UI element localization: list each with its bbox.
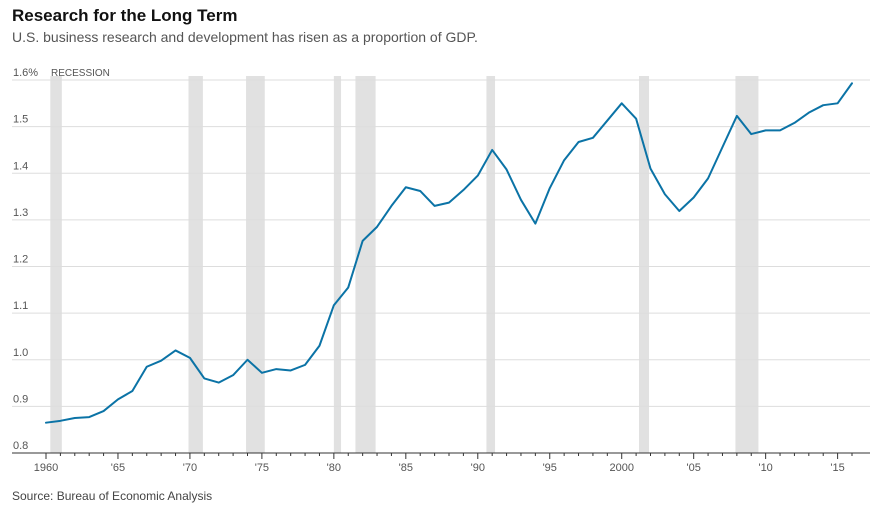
series-layer xyxy=(45,82,853,424)
recession-band-2 xyxy=(246,76,265,453)
series-line-0 xyxy=(45,82,853,424)
y-tick-label-1: 0.9 xyxy=(13,393,28,405)
gridlines xyxy=(12,79,870,407)
x-tick-label-7: '95 xyxy=(543,462,557,474)
recession-band-0 xyxy=(50,76,62,453)
x-tick-label-3: '75 xyxy=(255,462,269,474)
x-tick-label-9: '05 xyxy=(687,462,701,474)
x-tick-label-5: '85 xyxy=(399,462,413,474)
recession-bands xyxy=(50,76,759,453)
recession-band-5 xyxy=(486,76,496,453)
x-tick-label-8: 2000 xyxy=(609,462,633,474)
x-tick-label-10: '10 xyxy=(758,462,772,474)
recession-band-4 xyxy=(355,76,376,453)
y-tick-label-7: 1.5 xyxy=(13,114,28,126)
recession-band-3 xyxy=(333,76,342,453)
y-tick-labels: 0.8 0.9 1.0 1.1 1.2 1.3 1.4 1.5 1.6% RECESSION xyxy=(13,67,110,452)
x-tick-label-2: '70 xyxy=(183,462,197,474)
x-tick-label-4: '80 xyxy=(327,462,341,474)
x-tick-label-11: '15 xyxy=(830,462,844,474)
x-tick-label-6: '90 xyxy=(471,462,485,474)
chart-subtitle: U.S. business research and development h… xyxy=(12,29,478,45)
recession-band-7 xyxy=(735,76,759,453)
y-tick-label-2: 1.0 xyxy=(13,347,28,359)
y-tick-label-6: 1.4 xyxy=(13,160,28,172)
chart-title: Research for the Long Term xyxy=(12,6,238,25)
source-note: Source: Bureau of Economic Analysis xyxy=(12,489,213,503)
x-axis: 1960 '65 '70 '75 '80 '85 '90 '95 2000 '05 '10 '15 xyxy=(12,452,870,474)
y-tick-label-4: 1.2 xyxy=(13,254,28,266)
y-tick-label-5: 1.3 xyxy=(13,207,28,219)
y-tick-label-8: 1.6% xyxy=(13,67,38,79)
recession-band-1 xyxy=(188,76,203,453)
y-tick-label-0: 0.8 xyxy=(13,440,28,452)
recession-label: RECESSION xyxy=(51,68,110,79)
recession-band-6 xyxy=(638,76,650,453)
x-tick-label-0: 1960 xyxy=(34,462,58,474)
x-tick-label-1: '65 xyxy=(111,462,125,474)
y-tick-label-3: 1.1 xyxy=(13,300,28,312)
